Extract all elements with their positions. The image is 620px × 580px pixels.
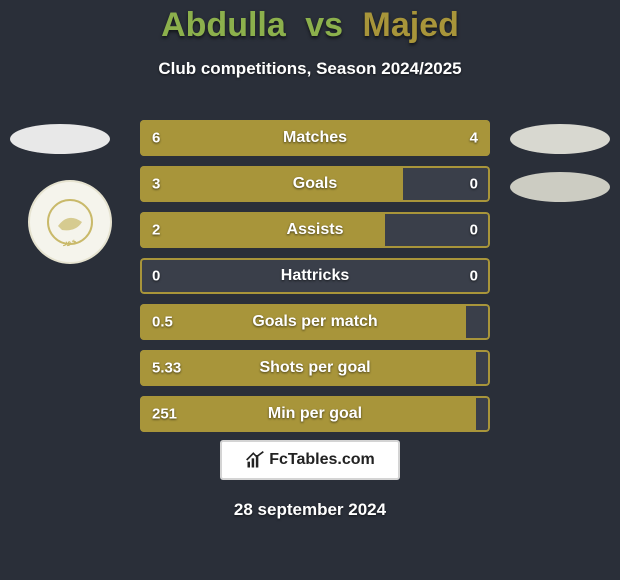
stat-label: Goals per match (252, 313, 377, 331)
player2-name: Majed (363, 6, 459, 44)
stat-right-value: 0 (470, 268, 478, 285)
chart-icon (245, 450, 265, 470)
comparison-infographic: Abdulla vs Majed Club competitions, Seas… (0, 0, 620, 580)
stat-left-value: 5.33 (152, 360, 181, 377)
stat-label: Hattricks (281, 267, 349, 285)
bar-fill-left (140, 212, 385, 248)
page-title: Abdulla vs Majed (0, 0, 620, 45)
stat-left-value: 2 (152, 222, 160, 239)
stat-left-value: 0.5 (152, 314, 173, 331)
subtitle: Club competitions, Season 2024/2025 (0, 59, 620, 79)
stats-bars: 6 4 Matches 3 0 Goals 2 0 Assists 0 0 Hattricks 0.5 G… (140, 120, 490, 442)
stat-label: Goals (293, 175, 337, 193)
stat-label: Shots per goal (259, 359, 370, 377)
vs-label: vs (305, 6, 343, 44)
stat-row: 251 Min per goal (140, 396, 490, 432)
date-text: 28 september 2024 (234, 500, 386, 520)
stat-left-value: 0 (152, 268, 160, 285)
stat-label: Assists (287, 221, 344, 239)
stat-row: 2 0 Assists (140, 212, 490, 248)
player2-badge2-icon (510, 172, 610, 202)
svg-text:خور: خور (63, 237, 77, 247)
branding-badge: FcTables.com (220, 440, 400, 480)
stat-left-value: 3 (152, 176, 160, 193)
stat-row: 0 0 Hattricks (140, 258, 490, 294)
stat-right-value: 4 (470, 130, 478, 147)
stat-row: 6 4 Matches (140, 120, 490, 156)
stat-label: Min per goal (268, 405, 362, 423)
stat-left-value: 251 (152, 406, 177, 423)
stat-row: 0.5 Goals per match (140, 304, 490, 340)
stat-right-value: 0 (470, 176, 478, 193)
player1-name: Abdulla (161, 6, 286, 44)
stat-row: 3 0 Goals (140, 166, 490, 202)
stat-left-value: 6 (152, 130, 160, 147)
branding-text: FcTables.com (269, 451, 375, 469)
stat-label: Matches (283, 129, 347, 147)
player2-badge-icon (510, 124, 610, 154)
stat-row: 5.33 Shots per goal (140, 350, 490, 386)
player1-badge-icon (10, 124, 110, 154)
bar-fill-left (140, 166, 403, 202)
stat-right-value: 0 (470, 222, 478, 239)
player1-club-logo-icon: خور (28, 180, 112, 264)
